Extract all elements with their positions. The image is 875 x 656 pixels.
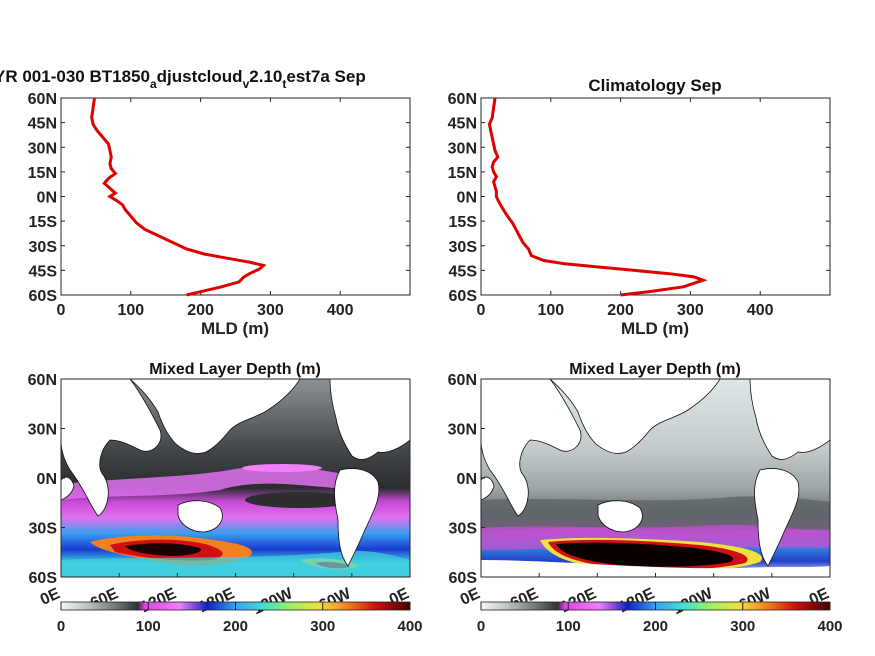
x-tick-label: 200	[187, 302, 214, 319]
x-tick-label: 300	[257, 302, 284, 319]
colorbar-climatology-ticks: 0 100 200 300 400	[477, 602, 843, 635]
y-tick-label: 15N	[28, 165, 57, 182]
lat-tick-label: 30N	[28, 422, 57, 439]
colorbar-tick-label: 300	[730, 618, 755, 635]
lat-tick-label: 30S	[29, 521, 58, 538]
profile-climatology-series	[487, 97, 708, 297]
profile-climatology-panel: Climatology Sep 60N45N30N15N0N15S30S45S6…	[448, 76, 831, 338]
y-tick-label: 15S	[29, 214, 58, 231]
lon-tick-label: 120W	[250, 585, 296, 618]
y-tick-label: 30N	[448, 140, 477, 157]
lat-tick-label: 60N	[448, 372, 477, 389]
profile-climatology-xlabel: MLD (m)	[621, 319, 689, 338]
colorbar-tick-label: 0	[477, 618, 485, 635]
lat-tick-label: 30S	[449, 521, 478, 538]
colorbar-tick-label: 400	[817, 618, 842, 635]
profile-climatology-axes	[480, 97, 831, 296]
x-tick-label: 400	[747, 302, 774, 319]
colorbar-tick-label: 200	[643, 618, 668, 635]
y-tick-label: 0N	[457, 190, 477, 207]
lon-tick-label: 0E	[38, 585, 63, 609]
x-tick-label: 300	[677, 302, 704, 319]
profile-model-title: YR 001-030 BT1850adjustcloudv2.10test7a …	[0, 67, 366, 91]
lon-tick-label: 0E	[458, 585, 483, 609]
lat-tick-label: 0N	[457, 471, 477, 488]
y-tick-label: 0N	[37, 190, 57, 207]
y-tick-label: 45N	[28, 116, 57, 133]
x-tick-label: 0	[57, 302, 66, 319]
lat-tick-label: 60N	[28, 372, 57, 389]
y-tick-label: 30S	[449, 239, 478, 256]
y-tick-label: 60N	[448, 91, 477, 108]
colorbar-model: 0 100 200 300 400	[57, 601, 423, 635]
lon-tick-label: 180E	[616, 585, 657, 616]
colorbar-tick-label: 100	[556, 618, 581, 635]
map-model-field	[61, 379, 410, 577]
x-tick-label: 0	[477, 302, 486, 319]
y-tick-label: 15S	[449, 214, 478, 231]
y-tick-label: 60N	[28, 91, 57, 108]
colorbar-tick-label: 100	[136, 618, 161, 635]
lon-tick-label: 120E	[558, 585, 599, 616]
colorbar-climatology: 0 100 200 300 400	[477, 601, 843, 635]
x-tick-label: 100	[537, 302, 564, 319]
lat-tick-label: 60S	[449, 570, 478, 587]
y-tick-label: 15N	[448, 165, 477, 182]
lon-tick-label: 120W	[670, 585, 716, 618]
colorbar-model-ticks: 0 100 200 300 400	[57, 602, 423, 635]
profile-model-series	[90, 97, 267, 297]
lon-tick-label: 180E	[196, 585, 237, 616]
y-tick-label: 30N	[28, 140, 57, 157]
lat-tick-label: 0N	[37, 471, 57, 488]
y-tick-label: 60S	[29, 288, 58, 305]
y-tick-label: 30S	[29, 239, 58, 256]
y-tick-label: 60S	[449, 288, 478, 305]
profile-climatology-title: Climatology Sep	[588, 76, 721, 95]
lat-tick-label: 30N	[448, 422, 477, 439]
y-tick-label: 45N	[448, 116, 477, 133]
lat-tick-label: 60S	[29, 570, 58, 587]
map-model-title: Mixed Layer Depth (m)	[149, 361, 321, 378]
colorbar-tick-label: 400	[397, 618, 422, 635]
colorbar-tick-label: 200	[223, 618, 248, 635]
colorbar-tick-label: 300	[310, 618, 335, 635]
lon-tick-label: 120E	[138, 585, 179, 616]
map-climatology-field	[481, 379, 830, 577]
profile-model-panel: YR 001-030 BT1850adjustcloudv2.10test7a …	[0, 67, 411, 338]
y-tick-label: 45S	[449, 263, 478, 280]
x-tick-label: 100	[117, 302, 144, 319]
colorbar-tick-label: 0	[57, 618, 65, 635]
y-tick-label: 45S	[29, 263, 58, 280]
x-tick-label: 400	[327, 302, 354, 319]
profile-model-xlabel: MLD (m)	[201, 319, 269, 338]
x-tick-label: 200	[607, 302, 634, 319]
profile-model-axes	[60, 97, 411, 296]
map-climatology-title: Mixed Layer Depth (m)	[569, 361, 741, 378]
